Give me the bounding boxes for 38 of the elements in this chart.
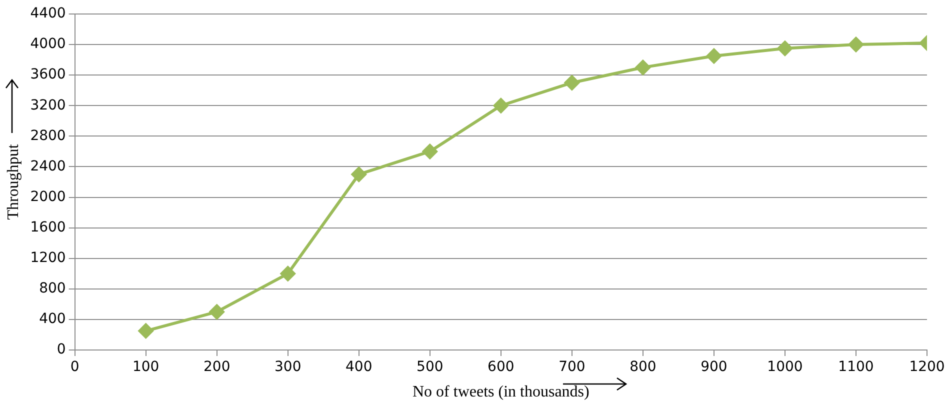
- x-tick-label: 0: [70, 359, 80, 376]
- point: [493, 98, 508, 114]
- y-tick-label: 800: [39, 280, 66, 297]
- x-tick-label: 800: [630, 359, 656, 376]
- point: [848, 37, 864, 52]
- y-tick-label: 2400: [30, 158, 66, 174]
- point: [209, 304, 224, 320]
- x-tick-label: 1100: [838, 359, 874, 376]
- y-tick-label: 4000: [30, 36, 66, 52]
- y-axis-title: Throughput: [4, 144, 22, 220]
- y-tick-label: 2000: [30, 188, 66, 205]
- point: [706, 48, 722, 64]
- x-tick-label: 1000: [767, 359, 803, 376]
- x-tick-label: 200: [203, 359, 230, 376]
- y-tick-label: 4400: [30, 6, 66, 22]
- y-tick-label: 0: [56, 342, 66, 358]
- point: [138, 323, 154, 338]
- x-tick-label: 400: [346, 359, 372, 376]
- y-tick-label: 1600: [30, 219, 66, 236]
- x-tick-label: 300: [274, 359, 302, 376]
- y-tick-label: 3200: [30, 97, 66, 114]
- y-tick-label: 2800: [30, 128, 66, 144]
- x-tick-label: 500: [416, 359, 444, 376]
- x-tick-label: 600: [488, 359, 514, 376]
- y-tick-label: 3600: [30, 66, 66, 83]
- point: [777, 40, 792, 56]
- y-tick-label: 1200: [30, 250, 66, 266]
- x-tick-label: 900: [700, 359, 728, 376]
- x-tick-label: 100: [132, 359, 160, 376]
- point: [422, 144, 438, 159]
- x-tick-label: 1200: [909, 359, 945, 376]
- point: [351, 166, 366, 182]
- x-tick-label: 700: [558, 359, 586, 376]
- point: [564, 75, 580, 90]
- point: [280, 266, 296, 282]
- point: [635, 60, 650, 75]
- y-tick-label: 400: [39, 311, 66, 328]
- x-axis-title: No of tweets (in thousands): [412, 384, 590, 401]
